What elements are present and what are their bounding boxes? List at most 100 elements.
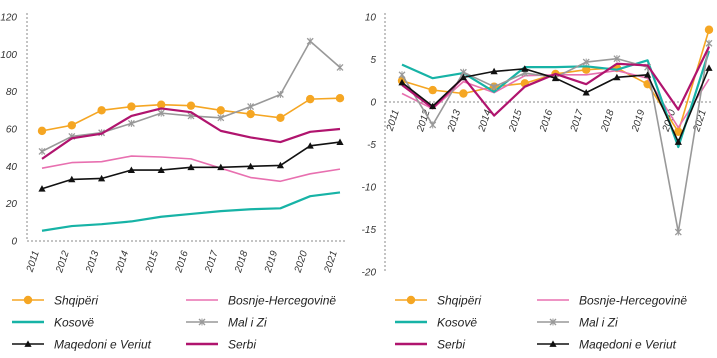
legend-marker bbox=[549, 318, 557, 326]
data-point bbox=[398, 78, 406, 86]
x-tick-label: 2015 bbox=[507, 108, 525, 134]
left-chart: 0 20 40 60 80 100 120 2011 2012 2013 2014 2015 2016 2… bbox=[0, 13, 346, 276]
data-point bbox=[37, 126, 47, 136]
series-line bbox=[41, 191, 341, 232]
x-tick-label: 2016 bbox=[538, 108, 556, 134]
data-point bbox=[246, 109, 255, 119]
data-point bbox=[490, 83, 498, 91]
y-tick-label: 0 bbox=[370, 98, 376, 109]
data-point bbox=[306, 94, 315, 104]
data-point bbox=[644, 71, 652, 78]
data-point bbox=[551, 74, 560, 82]
series-line bbox=[41, 155, 341, 183]
data-point bbox=[247, 103, 255, 111]
series-maqedoni-e-veriut bbox=[38, 138, 344, 192]
data-point bbox=[582, 89, 590, 96]
y-tick-label: 40 bbox=[6, 162, 18, 173]
y-tick-label: -10 bbox=[362, 183, 377, 194]
data-point bbox=[429, 102, 437, 110]
y-tick-label: -5 bbox=[367, 140, 376, 151]
legend-label: Maqedoni e Veriut bbox=[54, 338, 152, 352]
legend-label: Serbi bbox=[228, 338, 256, 352]
series-shqiperi bbox=[37, 94, 345, 136]
y-tick-label: -20 bbox=[362, 268, 377, 279]
series-bosnje-hercegovine bbox=[41, 155, 341, 183]
data-point bbox=[336, 63, 344, 71]
legend-label: Bosnje-Hercegovinë bbox=[579, 294, 687, 308]
legend-label: Bosnje-Hercegovinë bbox=[228, 294, 336, 308]
legend-item-maqedoni-e-veriut: Maqedoni e Veriut bbox=[12, 338, 152, 352]
data-point bbox=[705, 64, 713, 71]
x-tick-label: 2011 bbox=[384, 109, 401, 134]
y-tick-label: 10 bbox=[365, 13, 377, 24]
data-point bbox=[157, 109, 165, 117]
data-point bbox=[674, 138, 682, 145]
data-point bbox=[429, 121, 437, 129]
data-point bbox=[38, 185, 46, 192]
data-point bbox=[521, 65, 529, 72]
x-tick-label: 2016 bbox=[173, 249, 191, 275]
data-point bbox=[306, 37, 314, 45]
x-tick-label: 2012 bbox=[54, 249, 72, 275]
data-point bbox=[490, 67, 498, 75]
data-point bbox=[704, 25, 714, 34]
legend-label: Serbi bbox=[437, 338, 465, 352]
legend-item-serbi: Serbi bbox=[395, 338, 465, 352]
data-point bbox=[97, 106, 106, 115]
legend-marker bbox=[24, 340, 32, 347]
data-point bbox=[459, 89, 468, 98]
series-serbi bbox=[41, 107, 341, 160]
legend-item-maqedoni-e-veriut: Maqedoni e Veriut bbox=[537, 338, 677, 352]
x-tick-label: 2013 bbox=[446, 108, 464, 134]
data-point bbox=[157, 100, 166, 109]
x-tick-label: 2021 bbox=[322, 250, 340, 276]
data-point bbox=[127, 102, 136, 111]
data-point bbox=[705, 39, 713, 47]
legend-item-bosnje-hercegovine: Bosnje-Hercegovinë bbox=[537, 294, 687, 308]
data-point bbox=[335, 94, 345, 103]
y-tick-label: 20 bbox=[5, 199, 18, 210]
data-point bbox=[67, 121, 77, 130]
y-tick-label: 100 bbox=[0, 50, 17, 61]
legend-item-kosove: Kosovë bbox=[395, 316, 477, 330]
data-point bbox=[157, 166, 165, 173]
y-tick-label: 0 bbox=[11, 237, 17, 248]
left-legend: Shqipëri Bosnje-Hercegovinë Kosovë Mal i Zi… bbox=[12, 294, 336, 352]
data-point bbox=[127, 166, 135, 173]
x-tick-label: 2013 bbox=[84, 249, 102, 275]
legend-item-shqiperi: Shqipëri bbox=[12, 294, 98, 308]
data-point bbox=[582, 58, 590, 66]
y-tick-label: 120 bbox=[0, 13, 17, 24]
y-tick-label: 5 bbox=[370, 55, 376, 66]
legend-item-kosove: Kosovë bbox=[12, 316, 94, 330]
legend-item-shqiperi: Shqipëri bbox=[395, 294, 481, 308]
series-line bbox=[401, 50, 711, 149]
series-maqedoni-e-veriut bbox=[398, 64, 713, 145]
data-point bbox=[276, 161, 284, 169]
data-point bbox=[38, 147, 46, 155]
series-line bbox=[41, 107, 341, 160]
legend-label: Kosovë bbox=[437, 316, 477, 330]
series-kosove bbox=[41, 191, 341, 232]
data-point bbox=[613, 55, 621, 63]
x-tick-label: 2020 bbox=[292, 249, 310, 275]
legend-label: Mal i Zi bbox=[228, 316, 267, 330]
legend-label: Kosovë bbox=[54, 316, 94, 330]
legend-label: Maqedoni e Veriut bbox=[579, 338, 677, 352]
data-point bbox=[276, 113, 285, 123]
legend-item-serbi: Serbi bbox=[186, 338, 256, 352]
data-point bbox=[186, 101, 196, 110]
data-point bbox=[217, 114, 225, 122]
data-point bbox=[674, 228, 682, 236]
legend-label: Mal i Zi bbox=[579, 316, 618, 330]
data-point bbox=[613, 73, 621, 81]
y-tick-label: 80 bbox=[6, 87, 18, 98]
y-tick-label: -15 bbox=[362, 225, 377, 236]
data-point bbox=[459, 73, 467, 81]
data-point bbox=[398, 71, 406, 79]
data-point bbox=[217, 163, 225, 171]
data-point bbox=[247, 162, 255, 170]
x-tick-label: 2017 bbox=[568, 108, 586, 134]
